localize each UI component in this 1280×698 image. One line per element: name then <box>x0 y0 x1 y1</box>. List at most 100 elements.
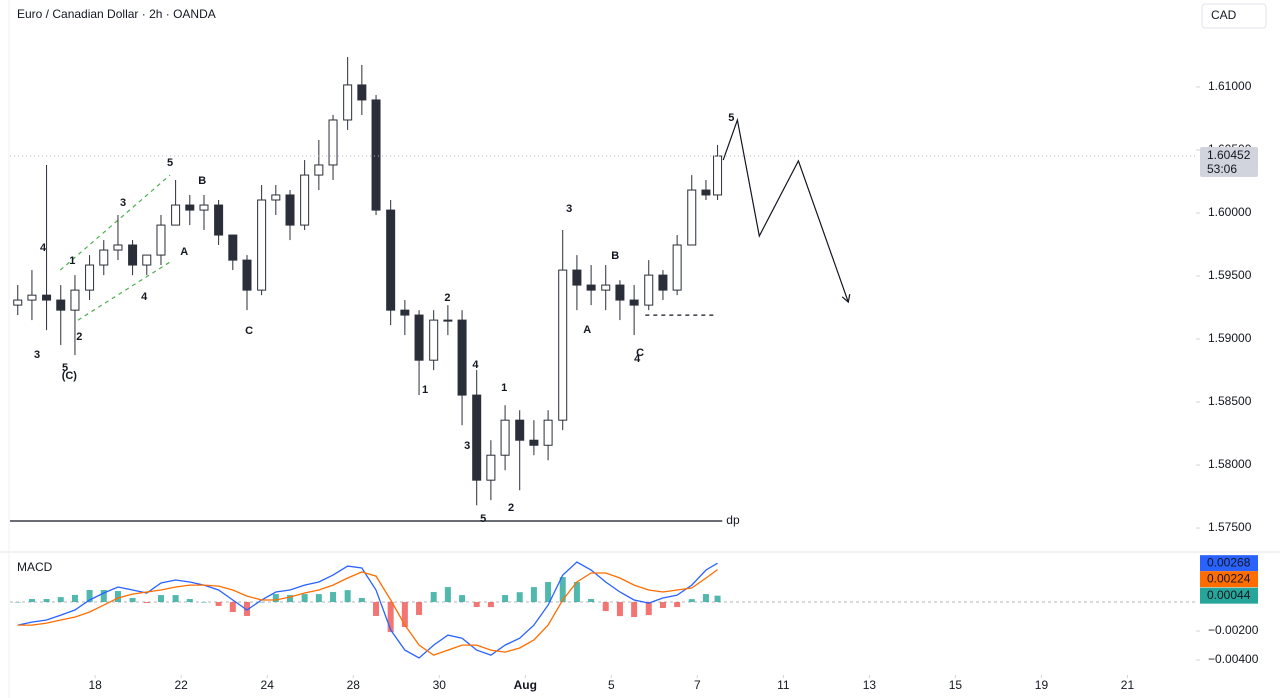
histogram-bar <box>287 595 294 603</box>
candle-body <box>271 194 281 201</box>
wave-label: 3 <box>464 440 470 452</box>
drawing-line <box>77 261 171 321</box>
histogram-bar <box>444 587 451 603</box>
histogram-bar <box>200 602 207 603</box>
wave-label: 2 <box>508 502 514 514</box>
drawing-line <box>722 117 851 304</box>
candle-body <box>687 189 697 246</box>
candle-body <box>171 204 181 226</box>
candle-body <box>357 84 367 101</box>
candle-body <box>142 254 152 266</box>
x-tick-label: 19 <box>1035 678 1049 692</box>
candle-body <box>529 439 539 446</box>
x-tick-label: 28 <box>347 678 361 692</box>
histogram-bar <box>143 602 150 604</box>
candle-body <box>185 204 195 211</box>
wave-label: 1 <box>501 382 507 394</box>
candle-body <box>257 199 267 291</box>
candle-body <box>300 174 310 226</box>
candle-body <box>70 289 80 311</box>
histogram-bar <box>71 594 78 603</box>
wave-label: 3 <box>566 203 572 215</box>
candle-body <box>644 274 654 306</box>
histogram-bar <box>645 602 652 616</box>
macd-line <box>17 561 718 659</box>
wave-label: 3 <box>120 197 126 209</box>
histogram-bar <box>459 595 466 603</box>
histogram-bar <box>272 594 279 603</box>
candle-body <box>713 155 723 196</box>
candle-body <box>457 319 467 396</box>
x-tick-label: 13 <box>863 678 877 692</box>
histogram-bar <box>14 602 21 603</box>
histogram-bar <box>616 602 623 617</box>
histogram-bar <box>172 595 179 603</box>
histogram-bar <box>28 598 35 603</box>
candle-body <box>400 309 410 316</box>
histogram-bar <box>573 582 580 603</box>
histogram-bar <box>57 597 64 603</box>
candle-body <box>414 314 424 361</box>
candle-body <box>615 284 625 301</box>
x-tick-label: 15 <box>949 678 963 692</box>
currency-button[interactable] <box>1201 3 1267 29</box>
histogram-bar <box>702 594 709 603</box>
candle-body <box>701 189 711 196</box>
candle-body <box>386 209 396 311</box>
histogram-bar <box>301 594 308 603</box>
candle-body <box>314 164 324 176</box>
histogram-bar <box>602 602 609 612</box>
y-tick-label: 1.60000 <box>1208 205 1252 219</box>
wave-label: 2 <box>76 331 82 343</box>
value-box <box>1200 587 1258 604</box>
currency-label[interactable]: CAD <box>1211 8 1237 22</box>
value-box <box>1200 571 1258 588</box>
drawing-line <box>59 174 171 271</box>
candle-body <box>128 244 138 266</box>
histogram-bar <box>559 577 566 603</box>
wave-label: 4 <box>40 242 47 254</box>
candle-body <box>113 244 123 251</box>
candle-body <box>199 204 209 211</box>
candle-body <box>328 119 338 166</box>
wave-label: 5 <box>728 112 734 124</box>
histogram-bar <box>516 592 523 603</box>
candle-body <box>13 299 23 306</box>
x-tick-label: 24 <box>261 678 275 692</box>
value-box-label: 0.00044 <box>1207 588 1251 602</box>
candle-body <box>285 194 295 226</box>
histogram-bar <box>674 602 681 608</box>
candle-body <box>27 294 37 301</box>
histogram-bar <box>714 595 721 603</box>
wave-label: A <box>583 324 591 336</box>
wave-label: 2 <box>444 292 450 304</box>
histogram-bar <box>330 592 337 603</box>
y-tick-label: 1.57500 <box>1208 520 1252 534</box>
y-tick-label: 1.58500 <box>1208 394 1252 408</box>
histogram-bar <box>344 590 351 603</box>
last-price-label: 1.60452 <box>1207 148 1251 162</box>
candle-body <box>658 274 668 291</box>
candle-body <box>42 294 52 301</box>
wave-label: 1 <box>69 255 75 267</box>
candle-body <box>586 284 596 291</box>
value-box-label: 0.00224 <box>1207 571 1251 585</box>
macd-title: MACD <box>17 560 53 574</box>
value-box <box>1200 555 1258 572</box>
histogram-bar <box>129 597 136 603</box>
candle-body <box>601 284 611 291</box>
histogram-bar <box>229 602 236 613</box>
histogram-bar <box>244 602 251 616</box>
candle-body <box>443 319 453 322</box>
wave-label: 4 <box>141 291 148 303</box>
candle-body <box>429 319 439 361</box>
candle-body <box>672 244 682 291</box>
wave-label: B <box>198 175 206 187</box>
histogram-bar <box>545 582 552 603</box>
y-tick-label: −0.00200 <box>1208 623 1259 637</box>
drawing-label: dp <box>726 513 740 527</box>
histogram-bar <box>100 590 107 603</box>
candle-body <box>486 454 496 481</box>
x-tick-label: 11 <box>777 678 790 692</box>
